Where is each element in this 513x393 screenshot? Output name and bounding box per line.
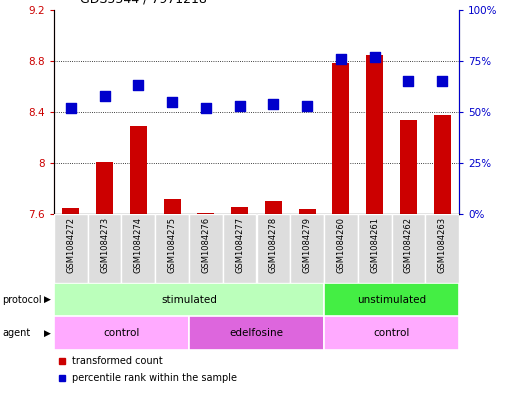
Text: stimulated: stimulated [161,295,217,305]
Bar [324,283,459,316]
Bar [299,209,315,214]
Bar [164,199,181,214]
Text: GSM1084260: GSM1084260 [337,217,345,273]
Bar [54,283,324,316]
Text: edelfosine: edelfosine [229,328,284,338]
Text: GDS5544 / 7971218: GDS5544 / 7971218 [80,0,206,6]
Bar [434,114,451,214]
Text: GSM1084274: GSM1084274 [134,217,143,273]
Point [337,56,345,62]
Text: GSM1084272: GSM1084272 [66,217,75,273]
Point [303,103,311,109]
Text: percentile rank within the sample: percentile rank within the sample [72,373,237,383]
Bar [130,126,147,214]
Text: unstimulated: unstimulated [357,295,426,305]
Bar [425,214,459,283]
Bar [290,214,324,283]
Point [134,82,143,88]
Bar [332,63,349,214]
Bar [189,214,223,283]
Bar [231,206,248,214]
Point [202,105,210,111]
Bar [324,214,358,283]
Bar [189,316,324,350]
Text: GSM1084278: GSM1084278 [269,217,278,273]
Text: agent: agent [3,328,31,338]
Text: GSM1084262: GSM1084262 [404,217,413,273]
Text: control: control [373,328,410,338]
Bar [400,119,417,214]
Text: GSM1084276: GSM1084276 [201,217,210,273]
Point [438,78,446,84]
Bar [324,316,459,350]
Bar [155,214,189,283]
Point [370,54,379,60]
Point [101,92,109,99]
Text: GSM1084277: GSM1084277 [235,217,244,273]
Point [168,99,176,105]
Bar [358,214,391,283]
Text: GSM1084261: GSM1084261 [370,217,379,273]
Bar [122,214,155,283]
Text: control: control [103,328,140,338]
Bar [265,201,282,214]
Text: ▶: ▶ [45,329,51,338]
Text: GSM1084279: GSM1084279 [303,217,312,273]
Point [269,101,278,107]
Text: protocol: protocol [3,295,42,305]
Text: ▶: ▶ [45,295,51,304]
Bar [223,214,256,283]
Text: GSM1084273: GSM1084273 [100,217,109,273]
Point [404,78,412,84]
Bar [62,208,79,214]
Bar [96,162,113,214]
Bar [88,214,122,283]
Bar [256,214,290,283]
Bar [54,214,88,283]
Text: transformed count: transformed count [72,356,163,366]
Point [235,103,244,109]
Point [67,105,75,111]
Bar [198,213,214,214]
Bar [391,214,425,283]
Text: GSM1084275: GSM1084275 [168,217,176,273]
Text: GSM1084263: GSM1084263 [438,217,447,273]
Bar [366,55,383,214]
Bar [54,316,189,350]
